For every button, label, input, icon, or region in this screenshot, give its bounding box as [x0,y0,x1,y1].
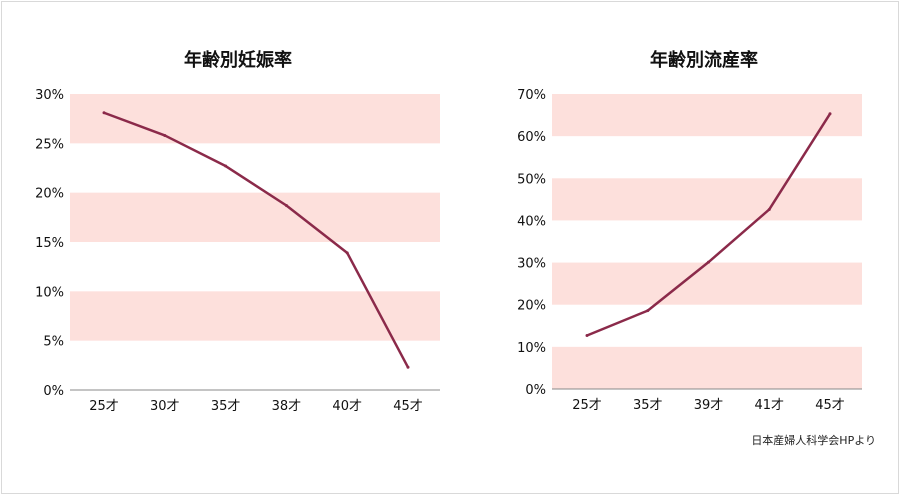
miscarriage-rate-x-tick-label: 41才 [754,398,784,413]
pregnancy-rate-y-tick-label: 25% [35,137,64,152]
miscarriage-rate-point [646,309,650,313]
miscarriage-rate-y-tick-label: 10% [517,341,546,356]
pregnancy-rate-x-tick-label: 30才 [150,399,180,414]
pregnancy-rate-y-tick-label: 15% [35,236,64,251]
pregnancy-rate-y-tick-label: 5% [43,335,64,350]
miscarriage-rate-x-ticks: 25才 35才 39才 41才 45才 [572,398,845,413]
pregnancy-rate-y-tick-label: 0% [43,384,64,399]
pregnancy-rate-x-tick-label: 38才 [272,399,302,414]
miscarriage-rate-band [552,94,862,137]
pregnancy-rate-band [70,192,440,242]
miscarriage-rate-point [767,207,771,211]
miscarriage-rate-y-tick-label: 50% [517,172,546,187]
pregnancy-rate-x-ticks: 25才 30才 35才 38才 40才 45才 [89,399,423,414]
pregnancy-rate-title: 年齢別妊娠率 [184,49,292,71]
source-note: 日本産婦人科学会HPより [751,433,876,447]
pregnancy-rate-band [70,291,440,341]
pregnancy-rate-x-tick-label: 45才 [393,399,423,414]
pregnancy-rate-point [406,365,410,369]
miscarriage-rate-chart: 年齢別流産率 0% 10% 20% 30% 40% 50% 60% 70% 25才 35才 39才… [517,49,862,413]
miscarriage-rate-title: 年齢別流産率 [650,49,758,71]
pregnancy-rate-x-tick-label: 35才 [211,399,241,414]
miscarriage-rate-y-tick-label: 20% [517,299,546,314]
pregnancy-rate-line [103,111,410,368]
miscarriage-rate-y-tick-label: 40% [517,214,546,229]
miscarriage-rate-band [552,178,862,221]
miscarriage-rate-y-tick-label: 30% [517,257,546,272]
pregnancy-rate-y-tick-label: 30% [35,88,64,103]
miscarriage-rate-y-tick-label: 0% [525,383,546,398]
pregnancy-rate-y-ticks: 0% 5% 10% 15% 20% 25% 30% [35,88,64,399]
pregnancy-rate-bands [70,94,440,341]
miscarriage-rate-point [828,112,832,116]
pregnancy-rate-y-tick-label: 20% [35,187,64,202]
miscarriage-rate-x-tick-label: 39才 [694,398,724,413]
miscarriage-rate-point [707,260,710,264]
pregnancy-rate-point [163,133,167,137]
miscarriage-rate-y-tick-label: 60% [517,130,546,145]
pregnancy-rate-point [284,203,288,207]
miscarriage-rate-band [552,346,862,389]
miscarriage-rate-x-tick-label: 25才 [572,398,602,413]
pregnancy-rate-x-tick-label: 40才 [332,399,362,414]
pregnancy-rate-point [102,111,106,115]
pregnancy-rate-chart: 年齢別妊娠率 0% 5% 10% 15% 20% 25% 30% 25才 30才 35才 38才 4… [35,49,440,414]
pregnancy-rate-x-tick-label: 25才 [89,399,119,414]
miscarriage-rate-y-tick-label: 70% [517,88,546,103]
miscarriage-rate-y-ticks: 0% 10% 20% 30% 40% 50% 60% 70% [517,88,546,398]
pregnancy-rate-y-tick-label: 10% [35,285,64,300]
miscarriage-rate-point [585,333,589,337]
miscarriage-rate-x-tick-label: 35才 [633,398,663,413]
miscarriage-rate-bands [552,94,862,389]
pregnancy-rate-point [224,164,228,168]
pregnancy-rate-band [70,94,440,144]
miscarriage-rate-x-tick-label: 45才 [815,398,845,413]
miscarriage-rate-band [552,262,862,305]
pregnancy-rate-point [345,251,349,255]
